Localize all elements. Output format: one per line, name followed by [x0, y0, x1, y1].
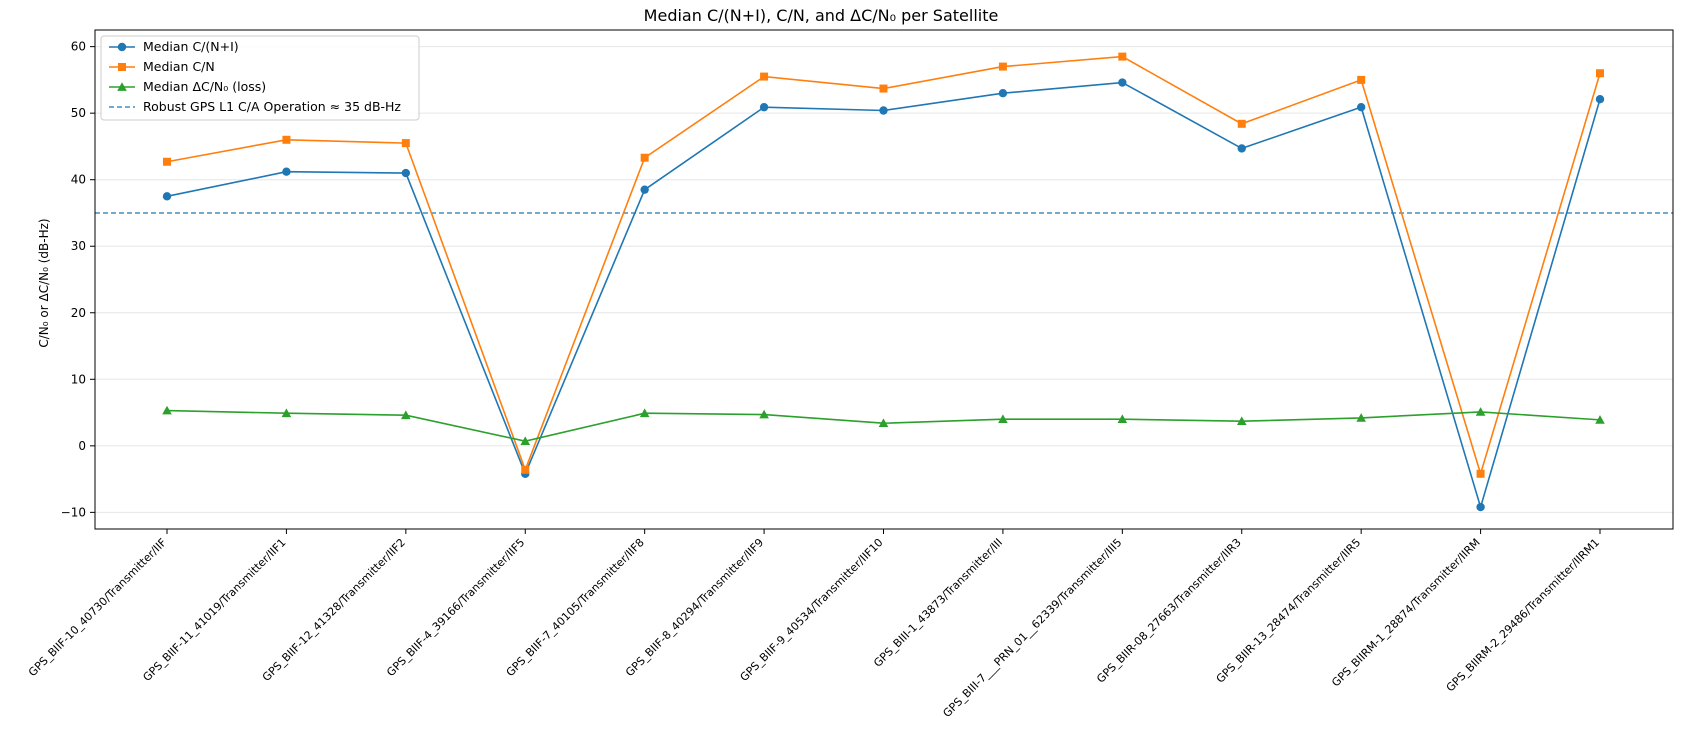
data-point [520, 436, 531, 446]
x-tick-label: GPS_BIIR-13_28474/Transmitter/IIR5 [1214, 536, 1364, 686]
x-tick-label: GPS_BIIF-11_41019/Transmitter/IIF1 [140, 536, 288, 684]
data-point [401, 139, 410, 148]
data-point [1237, 119, 1246, 128]
data-point [1595, 94, 1605, 104]
data-point [282, 167, 291, 176]
series-line [166, 81, 1601, 510]
data-point [282, 135, 291, 144]
y-tick-label: 0 [78, 439, 86, 453]
data-point [1236, 416, 1247, 426]
series-1 [162, 78, 1605, 512]
data-point [1237, 144, 1246, 153]
data-point [998, 89, 1008, 98]
data-point [1476, 502, 1485, 512]
x-tick-label: GPS_BIIF-4_39166/Transmitter/IIF5 [384, 536, 527, 679]
legend-entry-label: Median ΔC/N₀ (loss) [143, 79, 266, 94]
x-axis: GPS_BIIF-10_40730/Transmitter/IIFGPS_BII… [26, 529, 1602, 720]
data-point [760, 72, 769, 81]
legend-swatch-marker [117, 42, 127, 52]
y-tick-label: 60 [71, 40, 86, 54]
data-point [639, 408, 650, 418]
legend-entry-label: Median C/N [143, 59, 215, 74]
legend-entry-label: Robust GPS L1 C/A Operation ≈ 35 dB-Hz [143, 99, 401, 114]
y-tick-label: 40 [71, 173, 86, 187]
data-point [1118, 78, 1127, 87]
y-tick-label: 50 [71, 106, 86, 120]
x-tick-label: GPS_BIII-1_43873/Transmitter/III [871, 536, 1005, 670]
data-point [1356, 413, 1366, 422]
series-3 [162, 405, 1605, 446]
data-point [1118, 52, 1127, 61]
data-point [998, 62, 1007, 71]
series-2 [163, 52, 1604, 478]
x-tick-label: GPS_BIIF-12_41328/Transmitter/IIF2 [260, 536, 408, 684]
legend: Median C/(N+I) Median C/N Median ΔC/N₀ (lo… [100, 35, 420, 121]
data-point [759, 409, 769, 419]
data-point [401, 410, 411, 420]
data-point [1117, 414, 1128, 424]
data-point [1356, 102, 1366, 112]
data-point [640, 185, 649, 194]
x-tick-label: GPS_BIIRM-1_28874/Transmitter/IIRM [1329, 536, 1482, 689]
legend-swatch-marker [118, 63, 126, 71]
data-point [162, 192, 172, 201]
data-point [878, 418, 889, 428]
data-point [401, 168, 411, 178]
y-tick-label: 20 [71, 306, 86, 320]
legend-entry-label: Median C/(N+I) [143, 39, 239, 54]
y-axis-label: C/N₀ or ΔC/N₀ (dB-Hz) [37, 218, 51, 347]
data-point [879, 84, 888, 93]
data-point [759, 102, 769, 112]
data-point [1476, 469, 1485, 478]
data-point [1357, 75, 1366, 84]
x-tick-label: GPS_BIIR-08_27663/Transmitter/IIR3 [1094, 536, 1244, 686]
x-tick-label: GPS_BIIF-7_40105/Transmitter/IIF8 [504, 536, 647, 679]
y-tick-label: 30 [71, 239, 86, 253]
series-layer [162, 52, 1605, 512]
data-point [521, 465, 530, 474]
data-point [640, 153, 649, 162]
x-tick-label: GPS_BIIF-9_40534/Transmitter/IIF10 [738, 536, 886, 684]
x-tick-label: GPS_BIIF-10_40730/Transmitter/IIF [26, 536, 169, 679]
legend-swatch-marker [117, 82, 127, 91]
chart-title: Median C/(N+I), C/N, and ΔC/N₀ per Satel… [644, 6, 999, 25]
legend-box [100, 35, 420, 121]
data-point [1475, 407, 1486, 416]
y-tick-label: −10 [61, 505, 86, 519]
x-tick-label: GPS_BIIF-8_40294/Transmitter/IIF9 [623, 536, 766, 679]
data-point [162, 405, 172, 415]
data-point [1596, 69, 1604, 78]
data-point [1595, 415, 1605, 424]
data-point [281, 408, 292, 418]
data-point [998, 414, 1008, 424]
y-tick-label: 10 [71, 372, 86, 386]
data-point [163, 157, 171, 166]
data-point [879, 106, 888, 115]
y-axis: −10 0 10 20 30 40 50 60 [61, 40, 95, 519]
